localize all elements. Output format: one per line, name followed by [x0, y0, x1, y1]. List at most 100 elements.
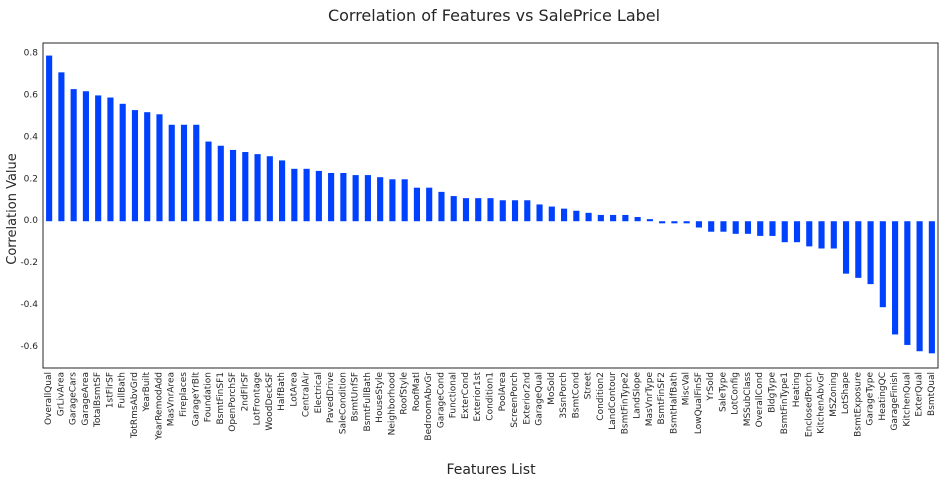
bar-BsmtHalfBath — [671, 221, 678, 224]
bar-HeatingQC — [879, 221, 886, 308]
x-tick-label: 2ndFlrSF — [240, 372, 250, 411]
bar-BsmtQual — [928, 221, 935, 354]
x-tick-label: YearRemodAdd — [154, 372, 164, 441]
bar-LowQualFinSF — [695, 221, 702, 228]
x-tick-label: Condition2 — [596, 372, 606, 421]
x-tick-label: Fireplaces — [179, 372, 189, 417]
bar-LandContour — [610, 214, 617, 222]
bar-YrSold — [708, 221, 715, 232]
x-tick-label: MoSold — [547, 372, 557, 405]
x-tick-label: Neighborhood — [387, 372, 397, 435]
x-tick-label: LotShape — [841, 372, 851, 415]
bar-EnclosedPorch — [806, 221, 813, 247]
x-tick-label: BsmtFinType1 — [780, 372, 790, 434]
x-tick-label: RoofMatl — [412, 372, 422, 411]
y-tick-label: 0.0 — [24, 216, 39, 226]
x-tick-label: BsmtFinType2 — [620, 372, 630, 434]
bar-TotRmsAbvGrd — [131, 110, 139, 222]
x-tick-label: Electrical — [314, 372, 324, 413]
x-tick-label: LotArea — [289, 372, 299, 407]
x-tick-label: 1stFlrSF — [105, 372, 115, 408]
x-tick-label: HouseStyle — [375, 372, 385, 423]
x-tick-label: GarageCars — [69, 372, 79, 425]
x-tick-label: PavedDrive — [326, 372, 336, 424]
bar-3SsnPorch — [561, 208, 568, 222]
bar-KitchenAbvGr — [818, 221, 825, 249]
bar-BsmtCond — [573, 210, 580, 222]
bar-Fireplaces — [180, 124, 188, 222]
x-axis-ticks: OverallQual GrLivArea GarageCars GarageArea… — [44, 372, 937, 441]
x-tick-label: GarageCond — [436, 372, 446, 428]
chart-title: Correlation of Features vs SalePrice Lab… — [328, 6, 660, 25]
x-tick-label: BsmtFinSF2 — [657, 372, 667, 425]
bar-MiscVal — [683, 221, 690, 224]
bar-RoofMatl — [413, 187, 420, 222]
bar-BsmtFinType2 — [622, 214, 629, 222]
bar-BsmtUnfSF — [352, 175, 359, 222]
bar-ExterQual — [916, 221, 923, 352]
y-tick-label: 0.6 — [24, 90, 39, 100]
x-tick-label: MasVnrType — [645, 372, 655, 427]
x-tick-label: BsmtFullBath — [363, 372, 373, 431]
bar-Exterior1st — [475, 198, 482, 222]
x-tick-label: MSSubClass — [743, 372, 753, 427]
x-tick-label: KitchenQual — [902, 372, 912, 427]
x-tick-label: ScreenPorch — [510, 372, 520, 428]
x-tick-label: TotRmsAbvGrd — [130, 372, 140, 439]
bar-Condition1 — [487, 198, 494, 222]
bar-OpenPorchSF — [229, 149, 237, 222]
bar-OverallCond — [757, 221, 764, 236]
bar-Exterior2nd — [524, 200, 531, 222]
bar-ExterCond — [462, 198, 470, 222]
x-tick-label: BsmtFinSF1 — [216, 372, 226, 425]
x-tick-label: MSZoning — [829, 372, 839, 417]
x-tick-label: LowQualFinSF — [694, 372, 704, 434]
bar-LotArea — [291, 168, 298, 222]
bar-1stFlrSF — [107, 97, 114, 222]
bar-BsmtFinType1 — [781, 221, 788, 243]
bar-MasVnrArea — [168, 124, 175, 222]
bar-HouseStyle — [377, 177, 384, 222]
x-tick-label: Exterior1st — [473, 372, 483, 422]
bar-OverallQual — [46, 55, 53, 222]
y-tick-label: -0.6 — [20, 342, 38, 352]
x-tick-label: GrLivArea — [56, 372, 66, 416]
bar-Functional — [450, 196, 457, 222]
bar-GarageQual — [536, 204, 543, 222]
x-tick-label: LandContour — [608, 372, 618, 430]
x-tick-label: ExterCond — [461, 372, 471, 419]
bar-TotalBsmtSF — [95, 95, 102, 222]
x-tick-label: 3SsnPorch — [559, 372, 569, 419]
bar-GarageCond — [438, 191, 445, 222]
bar-Electrical — [315, 170, 322, 222]
bar-LotFrontage — [254, 154, 261, 222]
x-tick-label: BldgType — [767, 372, 777, 413]
bar-BedroomAbvGr — [426, 187, 433, 222]
bar-SaleType — [720, 221, 727, 232]
y-tick-label: -0.4 — [20, 300, 38, 310]
bar-CentralAir — [303, 168, 310, 222]
bar-Street — [585, 212, 592, 222]
x-tick-label: LotFrontage — [253, 372, 263, 426]
x-tick-label: SaleCondition — [338, 372, 348, 434]
x-tick-label: GarageType — [866, 372, 876, 426]
x-tick-label: LotConfig — [731, 372, 741, 415]
x-axis-label: Features List — [446, 462, 536, 478]
bar-YearRemodAdd — [156, 114, 163, 222]
bar-Neighborhood — [389, 179, 396, 222]
x-tick-label: GarageArea — [81, 372, 91, 426]
x-tick-label: ExterQual — [915, 372, 925, 417]
bar-GarageArea — [82, 91, 89, 222]
bar-LandSlope — [634, 217, 641, 222]
x-tick-label: CentralAir — [302, 372, 312, 417]
bar-BsmtFinSF2 — [659, 221, 666, 224]
bar-MSSubClass — [744, 221, 752, 234]
x-tick-label: Heating — [792, 372, 802, 407]
bar-MoSold — [548, 206, 555, 222]
bar-BsmtFullBath — [364, 175, 371, 222]
x-tick-label: BsmtCond — [571, 372, 581, 418]
x-tick-label: BsmtUnfSF — [351, 372, 361, 422]
y-tick-label: 0.8 — [24, 48, 39, 58]
bar-GrLivArea — [58, 72, 65, 222]
